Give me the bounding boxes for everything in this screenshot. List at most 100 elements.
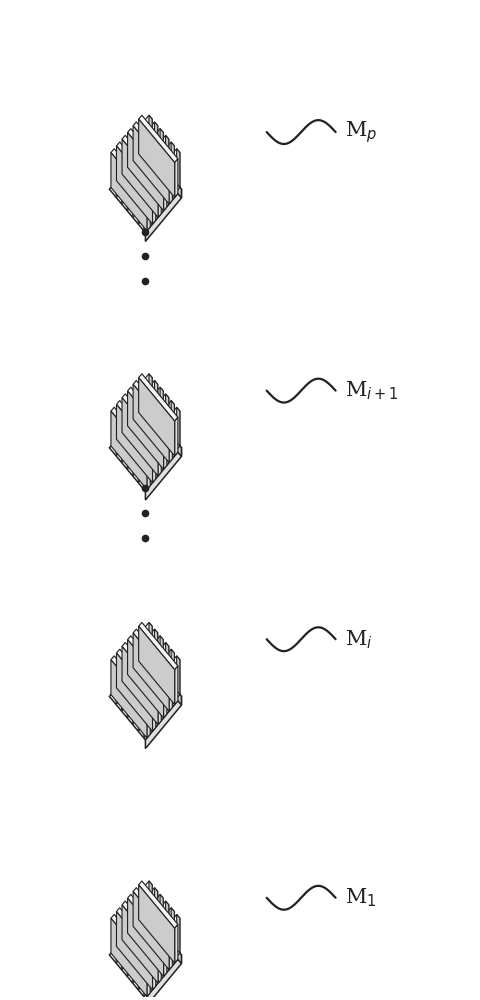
Polygon shape bbox=[118, 888, 157, 935]
Polygon shape bbox=[116, 908, 156, 955]
Polygon shape bbox=[144, 918, 180, 997]
Polygon shape bbox=[138, 404, 174, 483]
Polygon shape bbox=[169, 673, 172, 711]
Polygon shape bbox=[109, 404, 181, 491]
Polygon shape bbox=[138, 626, 174, 705]
Polygon shape bbox=[158, 945, 161, 983]
Polygon shape bbox=[138, 374, 178, 421]
Polygon shape bbox=[169, 931, 172, 970]
Polygon shape bbox=[113, 374, 152, 421]
Polygon shape bbox=[111, 656, 150, 703]
Polygon shape bbox=[133, 633, 169, 711]
Polygon shape bbox=[149, 115, 152, 154]
Polygon shape bbox=[174, 417, 178, 456]
Polygon shape bbox=[111, 411, 147, 489]
Polygon shape bbox=[147, 451, 150, 489]
Polygon shape bbox=[116, 885, 152, 963]
Polygon shape bbox=[132, 646, 168, 725]
Polygon shape bbox=[121, 126, 157, 204]
Polygon shape bbox=[163, 431, 167, 469]
Polygon shape bbox=[122, 398, 158, 476]
Polygon shape bbox=[147, 192, 150, 231]
Polygon shape bbox=[138, 119, 174, 197]
Polygon shape bbox=[160, 894, 163, 933]
Polygon shape bbox=[160, 387, 163, 426]
Polygon shape bbox=[111, 149, 150, 196]
Polygon shape bbox=[165, 901, 168, 940]
Polygon shape bbox=[145, 448, 181, 500]
Polygon shape bbox=[152, 693, 156, 731]
Polygon shape bbox=[165, 394, 168, 433]
Polygon shape bbox=[144, 660, 180, 738]
Polygon shape bbox=[138, 653, 174, 731]
Polygon shape bbox=[127, 898, 163, 977]
Polygon shape bbox=[169, 165, 172, 204]
Polygon shape bbox=[113, 115, 152, 163]
Polygon shape bbox=[122, 139, 158, 217]
Polygon shape bbox=[116, 146, 152, 224]
Polygon shape bbox=[122, 646, 158, 725]
Polygon shape bbox=[127, 640, 163, 718]
Polygon shape bbox=[133, 380, 172, 428]
Polygon shape bbox=[133, 384, 169, 463]
Polygon shape bbox=[138, 912, 174, 990]
Polygon shape bbox=[111, 918, 147, 997]
Polygon shape bbox=[118, 122, 157, 169]
Polygon shape bbox=[154, 888, 157, 926]
Polygon shape bbox=[111, 153, 147, 231]
Polygon shape bbox=[124, 636, 163, 683]
Polygon shape bbox=[140, 407, 180, 455]
Polygon shape bbox=[129, 901, 168, 948]
Polygon shape bbox=[118, 380, 157, 428]
Polygon shape bbox=[113, 881, 152, 928]
Polygon shape bbox=[145, 146, 181, 198]
Polygon shape bbox=[133, 892, 169, 970]
Polygon shape bbox=[121, 892, 157, 970]
Polygon shape bbox=[165, 135, 168, 174]
Polygon shape bbox=[147, 958, 150, 997]
Polygon shape bbox=[138, 378, 174, 456]
Polygon shape bbox=[116, 626, 152, 705]
Polygon shape bbox=[163, 679, 167, 718]
Polygon shape bbox=[138, 146, 174, 224]
Polygon shape bbox=[169, 424, 172, 463]
Text: M$_{1}$: M$_{1}$ bbox=[344, 886, 376, 909]
Polygon shape bbox=[124, 387, 163, 435]
Polygon shape bbox=[127, 898, 163, 977]
Polygon shape bbox=[158, 179, 161, 217]
Polygon shape bbox=[163, 172, 167, 211]
Polygon shape bbox=[145, 696, 181, 749]
Polygon shape bbox=[132, 905, 168, 983]
Polygon shape bbox=[149, 374, 152, 412]
Polygon shape bbox=[116, 142, 156, 189]
Polygon shape bbox=[132, 398, 168, 476]
Polygon shape bbox=[174, 924, 178, 963]
Polygon shape bbox=[160, 636, 163, 674]
Polygon shape bbox=[135, 908, 174, 955]
Polygon shape bbox=[145, 189, 181, 241]
Polygon shape bbox=[135, 649, 174, 697]
Polygon shape bbox=[140, 914, 180, 962]
Polygon shape bbox=[127, 387, 167, 435]
Polygon shape bbox=[124, 894, 163, 942]
Polygon shape bbox=[109, 911, 181, 998]
Polygon shape bbox=[133, 888, 172, 935]
Polygon shape bbox=[158, 686, 161, 725]
Polygon shape bbox=[158, 437, 161, 476]
Polygon shape bbox=[176, 149, 180, 187]
Polygon shape bbox=[144, 411, 180, 489]
Polygon shape bbox=[154, 122, 157, 161]
Polygon shape bbox=[127, 132, 163, 211]
Polygon shape bbox=[171, 908, 174, 946]
Polygon shape bbox=[133, 629, 172, 676]
Text: M$_{i+1}$: M$_{i+1}$ bbox=[344, 379, 398, 402]
Polygon shape bbox=[129, 135, 168, 183]
Polygon shape bbox=[116, 404, 152, 483]
Polygon shape bbox=[116, 119, 152, 197]
Polygon shape bbox=[116, 378, 152, 456]
Polygon shape bbox=[133, 122, 172, 169]
Polygon shape bbox=[122, 642, 161, 690]
Polygon shape bbox=[129, 394, 168, 441]
Polygon shape bbox=[122, 905, 158, 983]
Polygon shape bbox=[111, 914, 150, 962]
